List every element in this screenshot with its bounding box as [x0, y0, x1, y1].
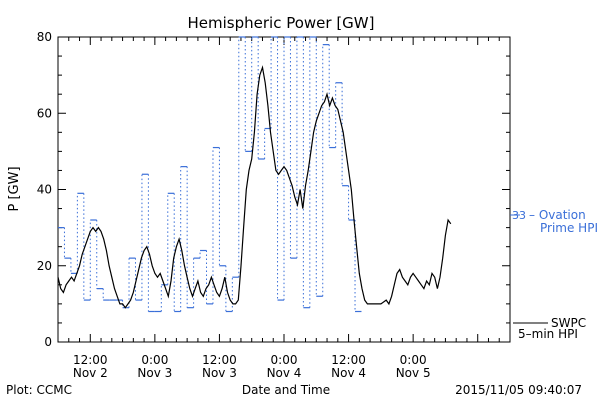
x-tick-time-label: 0:00	[400, 353, 427, 367]
ovation-legend-value: 33	[512, 209, 526, 222]
x-tick-date-label: Nov 4	[331, 366, 366, 380]
footer-plot-source: Plot: CCMC	[6, 383, 72, 397]
x-tick-time-label: 0:00	[271, 353, 298, 367]
y-tick-label: 40	[37, 183, 52, 197]
axis-ticks	[57, 36, 511, 343]
series-layer	[57, 36, 452, 313]
chart-title: Hemispheric Power [GW]	[188, 14, 375, 32]
y-tick-label: 80	[37, 30, 52, 44]
x-tick-time-label: 12:00	[331, 353, 366, 367]
swpc-hpi-line	[57, 65, 452, 309]
y-tick-label: 20	[37, 259, 52, 273]
swpc-legend-line2: 5–min HPI	[518, 327, 578, 341]
x-tick-time-label: 12:00	[73, 353, 108, 367]
footer-timestamp: 2015/11/05 09:40:07	[455, 383, 582, 397]
x-tick-time-label: 12:00	[202, 353, 237, 367]
y-tick-label: 0	[44, 335, 52, 349]
ovation-legend-line1: – Ovation	[529, 208, 586, 222]
ovation-legend-line2: Prime HPI	[540, 221, 598, 235]
y-axis-label: P [GW]	[7, 166, 22, 211]
x-tick-time-label: 0:00	[141, 353, 168, 367]
legend: 33 – Ovation Prime HPI SWPC 5–min HPI	[510, 208, 598, 341]
x-tick-date-label: Nov 3	[202, 366, 237, 380]
x-tick-date-label: Nov 4	[267, 366, 302, 380]
y-tick-labels: 0 20 40 60 80	[37, 30, 52, 349]
y-tick-label: 60	[37, 106, 52, 120]
x-tick-date-label: Nov 2	[73, 366, 108, 380]
x-tick-date-label: Nov 3	[137, 366, 172, 380]
x-axis-label: Date and Time	[242, 383, 330, 397]
swpc-legend-line1: SWPC	[551, 316, 586, 330]
x-tick-date-label: Nov 5	[396, 366, 431, 380]
